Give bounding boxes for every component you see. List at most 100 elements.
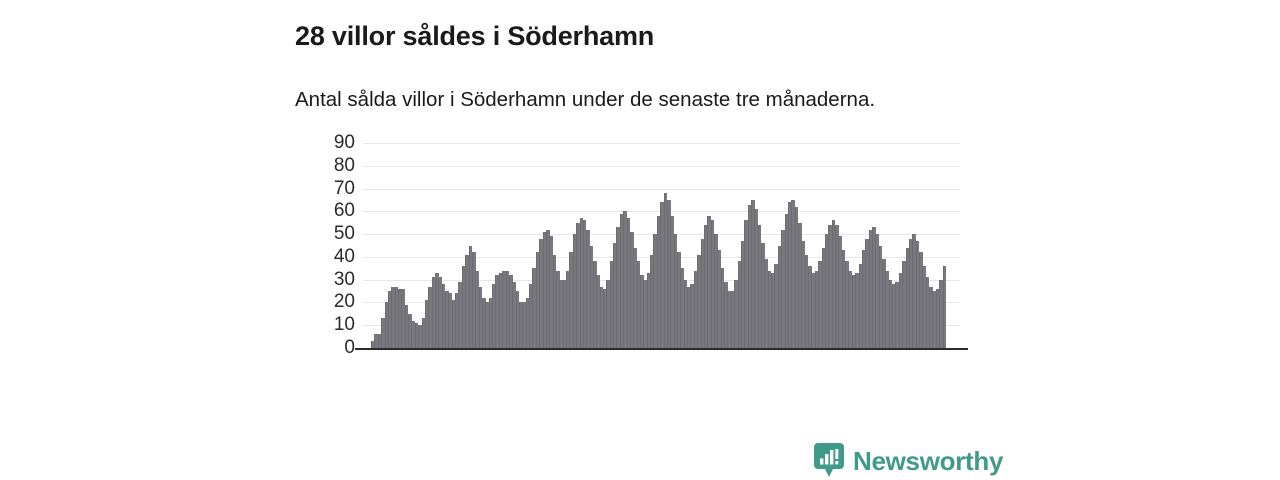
bar	[656, 215, 661, 348]
bar	[394, 286, 399, 348]
bar	[572, 234, 577, 348]
bar	[697, 254, 701, 348]
bar	[703, 225, 708, 348]
bar	[603, 288, 607, 348]
bar	[764, 259, 768, 348]
bar	[855, 272, 859, 348]
bar	[727, 291, 732, 348]
bar	[515, 291, 520, 348]
bar	[465, 254, 469, 348]
bar	[508, 275, 513, 348]
bar	[838, 236, 842, 348]
bar	[451, 300, 456, 348]
bar	[582, 220, 587, 348]
bar	[381, 318, 385, 348]
bar	[579, 218, 584, 348]
bar	[629, 231, 634, 348]
bar	[663, 193, 668, 348]
bar	[653, 234, 658, 348]
bar	[468, 245, 473, 348]
y-tick-label: 80	[333, 154, 355, 176]
bar	[488, 297, 493, 348]
bar	[724, 281, 728, 348]
y-tick-label: 70	[333, 177, 355, 199]
bar	[599, 286, 604, 348]
bar	[929, 286, 933, 348]
bar	[885, 270, 890, 348]
bar	[744, 220, 748, 348]
bar	[828, 225, 832, 348]
bar	[771, 272, 775, 348]
bar	[492, 284, 496, 348]
bar	[569, 252, 574, 348]
bar	[892, 284, 896, 348]
bar	[922, 266, 926, 348]
bar	[848, 270, 853, 348]
bar	[747, 204, 752, 348]
bar	[512, 281, 516, 348]
logo-wordmark: Newsworthy	[853, 446, 1004, 476]
bar	[626, 218, 631, 348]
bar	[935, 288, 940, 348]
gridline	[363, 165, 960, 167]
bar	[818, 261, 822, 348]
bar	[434, 272, 439, 348]
bar	[794, 206, 799, 348]
bar	[707, 215, 711, 348]
bar	[882, 259, 886, 348]
bar	[730, 291, 735, 348]
bar	[623, 211, 627, 348]
bar	[908, 238, 913, 348]
bar	[791, 199, 795, 348]
bar	[774, 263, 779, 348]
bar	[502, 270, 506, 348]
bar	[636, 261, 641, 348]
bar	[666, 199, 671, 348]
bar	[737, 261, 742, 348]
bar	[700, 238, 705, 348]
bar	[710, 220, 715, 348]
bar	[505, 270, 510, 348]
bar-chart: 0 10 20 30 40 50 60 70 80 90	[300, 133, 980, 384]
bar	[804, 254, 809, 348]
y-axis-labels: 0 10 20 30 40 50 60 70 80 90	[300, 133, 355, 357]
bar	[643, 279, 647, 348]
newsworthy-logo[interactable]: Newsworthy	[814, 443, 1003, 479]
y-tick-label: 60	[333, 200, 355, 222]
bar	[713, 234, 718, 348]
bar	[811, 272, 816, 348]
bar	[673, 234, 678, 348]
bar	[404, 304, 409, 348]
bar	[784, 213, 789, 348]
bar	[552, 254, 557, 348]
bar	[757, 225, 762, 348]
bar	[391, 286, 395, 348]
bar	[821, 247, 826, 348]
bar	[609, 261, 614, 348]
bar	[808, 266, 812, 348]
bar	[387, 291, 392, 348]
bar	[814, 270, 819, 348]
x-axis-labels	[363, 349, 960, 389]
bar	[898, 272, 903, 348]
bar	[549, 236, 553, 348]
bar	[613, 243, 617, 348]
bar	[519, 302, 523, 348]
bar	[720, 268, 725, 348]
bar	[495, 275, 500, 348]
bar	[902, 261, 906, 348]
bar	[734, 279, 738, 348]
bar	[690, 284, 695, 348]
bar	[559, 279, 563, 348]
bar	[646, 272, 651, 348]
bar	[441, 284, 446, 348]
bar	[445, 291, 449, 348]
bar	[670, 215, 674, 348]
bar	[418, 325, 422, 348]
bar	[377, 334, 382, 348]
bar	[566, 270, 570, 348]
bar	[485, 302, 489, 348]
bar	[384, 302, 389, 348]
page-subtitle: Antal sålda villor i Söderhamn under de …	[295, 87, 876, 111]
